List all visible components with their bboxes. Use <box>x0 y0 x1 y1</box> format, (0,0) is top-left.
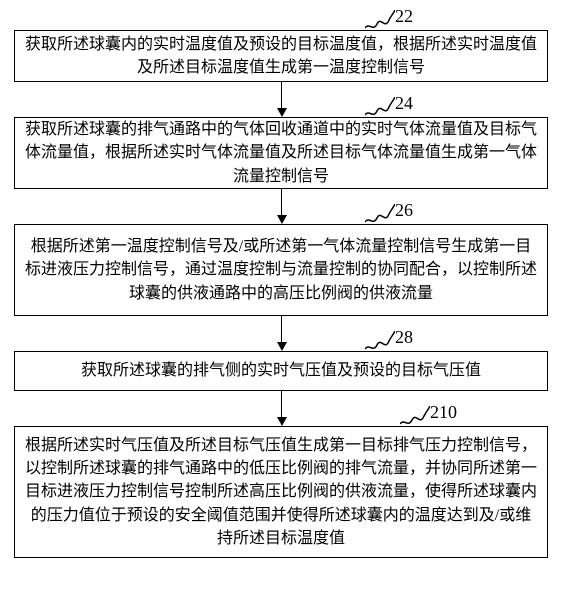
flow-step-label: 28 <box>395 327 413 348</box>
flow-arrow-head <box>277 215 287 224</box>
lead-line-squiggle <box>365 331 395 351</box>
flow-step-label: 210 <box>430 402 457 423</box>
lead-line-squiggle <box>365 97 395 117</box>
flow-step-box: 获取所述球囊内的实时温度值及预设的目标温度值，根据所述实时温度值及所述目标温度值… <box>14 30 548 82</box>
flow-step-label: 26 <box>395 200 413 221</box>
lead-line-squiggle <box>400 406 430 426</box>
flow-arrow-line <box>281 391 282 418</box>
flow-step-label: 22 <box>395 6 413 27</box>
flow-step-box: 获取所述球囊的排气侧的实时气压值及预设的目标气压值 <box>14 351 548 391</box>
flowchart-canvas: 获取所述球囊内的实时温度值及预设的目标温度值，根据所述实时温度值及所述目标温度值… <box>0 0 562 598</box>
flow-step-box: 获取所述球囊的排气通路中的气体回收通道中的实时气体流量值及目标气体流量值，根据所… <box>14 117 548 189</box>
flow-arrow-line <box>281 82 282 109</box>
flow-step-box: 根据所述第一温度控制信号及/或所述第一气体流量控制信号生成第一目标进液压力控制信… <box>14 224 548 316</box>
flow-arrow-head <box>277 108 287 117</box>
flow-arrow-line <box>281 189 282 216</box>
lead-line-squiggle <box>365 10 395 30</box>
flow-arrow-line <box>281 316 282 343</box>
flow-step-box: 根据所述实时气压值及所述目标气压值生成第一目标排气压力控制信号，以控制所述球囊的… <box>14 426 548 558</box>
lead-line-squiggle <box>365 204 395 224</box>
flow-arrow-head <box>277 417 287 426</box>
flow-arrow-head <box>277 342 287 351</box>
flow-step-label: 24 <box>395 93 413 114</box>
